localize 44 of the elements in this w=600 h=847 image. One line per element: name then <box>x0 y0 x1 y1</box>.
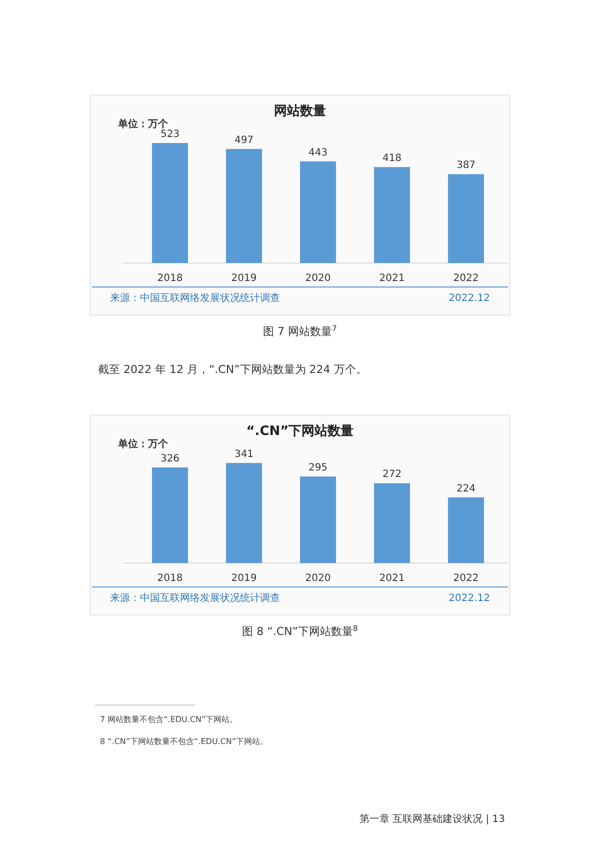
bar <box>448 497 484 563</box>
y-axis-title: 单位：万个 <box>117 118 169 130</box>
x-tick-label: 2018 <box>157 573 183 584</box>
bar <box>374 483 410 563</box>
bar <box>448 174 484 263</box>
caption: 图 7 网站数量$^{7}$ <box>263 324 338 338</box>
data-label: 387 <box>456 160 476 172</box>
chart-title: 网站数量 <box>274 104 326 119</box>
data-label: 341 <box>234 449 254 460</box>
text: 截至 2022 年 12 月，“.CN”下网站数量为 224 万个。 <box>98 363 367 376</box>
x-tick-label: 2019 <box>231 573 257 584</box>
x-tick-label: 2019 <box>231 273 257 284</box>
text: 第一章 互联网基础建设状况 | 13 <box>359 813 505 825</box>
data-label: 418 <box>382 153 402 164</box>
data-label: 272 <box>382 469 402 480</box>
x-tick-label: 2022 <box>453 273 479 284</box>
bar <box>300 161 336 263</box>
x-tick-label: 2021 <box>379 273 405 284</box>
data-label: 224 <box>456 483 476 494</box>
x-tick-label: 2020 <box>305 573 331 584</box>
x-tick-label: 2022 <box>453 573 479 584</box>
data-label: 443 <box>308 147 328 158</box>
x-tick-label: 2020 <box>305 273 331 284</box>
caption: 图 8 “.CN”下网站数量$^{8}$ <box>242 624 358 638</box>
x-tick-label: 2021 <box>379 573 405 584</box>
bar <box>226 463 262 563</box>
data-label: 497 <box>234 134 254 146</box>
source-note: 来源：中国互联网络发展状况统计调查 <box>110 592 280 604</box>
source-note: 来源：中国互联网络发展状况统计调查 <box>110 292 280 304</box>
bar <box>300 476 336 563</box>
data-label: 295 <box>308 462 328 474</box>
data-label: 523 <box>160 129 180 140</box>
text: 2022.12 <box>448 293 490 304</box>
text: 7 网站数量不包含“.EDU.CN”下网站。 <box>100 715 238 724</box>
bar <box>374 167 410 263</box>
y-axis-title: 单位：万个 <box>117 438 169 450</box>
bar <box>152 467 188 563</box>
bar <box>226 148 262 263</box>
chart-title: “.CN”下网站数量 <box>246 424 354 439</box>
x-tick-label: 2018 <box>157 273 183 284</box>
text: 2022.12 <box>448 593 490 604</box>
bar <box>152 143 188 263</box>
data-label: 326 <box>160 453 180 464</box>
text: 8 “.CN”下网站数量不包含“.EDU.CN”下网站。 <box>100 737 268 746</box>
